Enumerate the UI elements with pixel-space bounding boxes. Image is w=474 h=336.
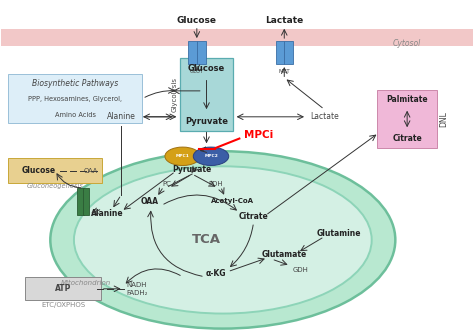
Text: MPC1: MPC1 bbox=[176, 154, 190, 158]
Text: OAA: OAA bbox=[84, 168, 98, 173]
FancyBboxPatch shape bbox=[276, 41, 284, 64]
Text: ETC/OXPHOS: ETC/OXPHOS bbox=[41, 302, 85, 308]
FancyBboxPatch shape bbox=[188, 41, 197, 64]
Text: Biosynthetic Pathways: Biosynthetic Pathways bbox=[32, 79, 118, 88]
Text: DNL: DNL bbox=[439, 111, 448, 127]
Text: ATP: ATP bbox=[55, 284, 72, 293]
Text: TCA: TCA bbox=[192, 234, 221, 246]
Text: PDH: PDH bbox=[209, 181, 223, 187]
Text: MPC2: MPC2 bbox=[204, 154, 218, 158]
Text: Alanine: Alanine bbox=[107, 112, 136, 121]
Ellipse shape bbox=[74, 166, 372, 313]
Text: Acetyl-CoA: Acetyl-CoA bbox=[211, 199, 254, 205]
FancyBboxPatch shape bbox=[25, 278, 101, 300]
Text: Alanine: Alanine bbox=[91, 209, 123, 218]
Text: Glucose: Glucose bbox=[22, 166, 56, 175]
FancyBboxPatch shape bbox=[284, 41, 293, 64]
Text: Glucose: Glucose bbox=[188, 64, 225, 73]
FancyBboxPatch shape bbox=[8, 158, 102, 183]
Ellipse shape bbox=[50, 151, 395, 329]
Text: GLUT: GLUT bbox=[190, 70, 204, 75]
Text: NADH: NADH bbox=[126, 282, 146, 288]
Text: Lactate: Lactate bbox=[265, 16, 303, 25]
Text: Gluconeogenesis: Gluconeogenesis bbox=[27, 183, 83, 190]
Text: PPP, Hexosamines, Glycerol,: PPP, Hexosamines, Glycerol, bbox=[28, 95, 122, 101]
Text: Lactate: Lactate bbox=[310, 112, 339, 121]
Text: Citrate: Citrate bbox=[392, 134, 422, 143]
Text: OAA: OAA bbox=[141, 197, 159, 206]
FancyBboxPatch shape bbox=[83, 188, 90, 215]
FancyBboxPatch shape bbox=[8, 74, 143, 123]
Text: Citrate: Citrate bbox=[239, 212, 268, 221]
Text: MPCi: MPCi bbox=[244, 130, 273, 139]
Text: Palmitate: Palmitate bbox=[386, 95, 428, 104]
Ellipse shape bbox=[193, 147, 229, 166]
Bar bbox=[0, 29, 474, 46]
FancyBboxPatch shape bbox=[197, 41, 206, 64]
Text: Glutamine: Glutamine bbox=[316, 229, 361, 238]
Text: PC: PC bbox=[162, 181, 171, 187]
FancyBboxPatch shape bbox=[77, 188, 84, 215]
Text: Glycolysis: Glycolysis bbox=[171, 77, 177, 112]
Ellipse shape bbox=[165, 147, 201, 166]
Text: Mitochondrion: Mitochondrion bbox=[61, 281, 111, 287]
Text: Glucose: Glucose bbox=[177, 16, 217, 25]
Text: FADH₂: FADH₂ bbox=[126, 290, 147, 296]
FancyBboxPatch shape bbox=[377, 90, 438, 148]
Text: MCT: MCT bbox=[278, 70, 290, 75]
Text: Amino Acids: Amino Acids bbox=[55, 112, 96, 118]
FancyBboxPatch shape bbox=[180, 58, 233, 131]
Text: Cytosol: Cytosol bbox=[393, 39, 421, 48]
Text: α-KG: α-KG bbox=[206, 269, 226, 278]
Text: Pyruvate: Pyruvate bbox=[185, 117, 228, 126]
Text: Glutamate: Glutamate bbox=[262, 251, 307, 259]
Text: Pyruvate: Pyruvate bbox=[173, 165, 212, 174]
Text: GDH: GDH bbox=[293, 267, 309, 273]
